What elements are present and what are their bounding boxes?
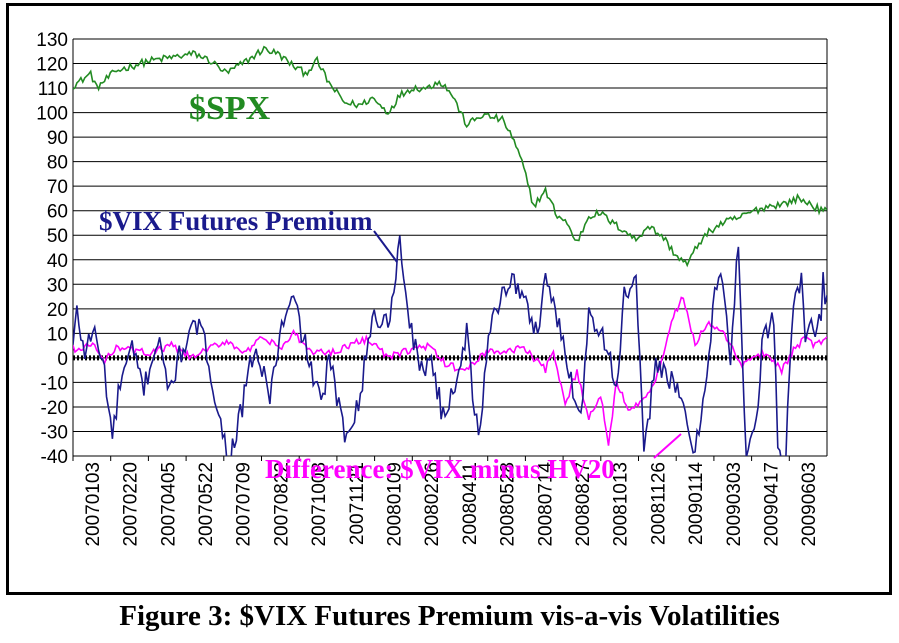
- x-tick-label: 20070103: [83, 462, 104, 547]
- y-tick-label: 40: [47, 251, 68, 272]
- x-tick-label: 20071008: [309, 462, 330, 547]
- x-tick-label: 20080411: [460, 462, 481, 545]
- y-tick-label: -10: [41, 373, 68, 394]
- series-line-spx: [73, 45, 827, 268]
- y-tick-label: 10: [47, 324, 68, 345]
- x-tick-label: 20071121: [347, 462, 368, 545]
- y-tick-label: 0: [57, 349, 68, 370]
- y-tick-label: 80: [47, 153, 68, 174]
- y-tick-label: 110: [38, 79, 68, 100]
- y-tick-label: 100: [36, 104, 68, 125]
- x-tick-label: 20080714: [535, 462, 556, 547]
- series-line-vix-futures-premium: [73, 235, 827, 456]
- y-tick-label: 50: [47, 226, 68, 247]
- x-tick-label: 20080109: [384, 462, 405, 547]
- x-tick-label: 20090114: [686, 462, 707, 546]
- x-tick-label: 20080226: [422, 462, 443, 547]
- y-tick-label: 90: [47, 128, 68, 149]
- x-tick-label: 20090603: [799, 462, 820, 547]
- y-tick-label: 120: [36, 55, 68, 76]
- y-tick-label: -40: [41, 447, 68, 468]
- annotation-vix-premium-leader: [373, 230, 398, 263]
- y-tick-label: 130: [36, 30, 68, 51]
- y-tick-label: -20: [41, 398, 68, 419]
- x-tick-label: 20090417: [761, 462, 782, 547]
- x-tick-label: 20070709: [234, 462, 255, 547]
- series-line-difference-vix-minus-hv20: [73, 296, 827, 446]
- y-tick-label: 20: [47, 300, 68, 321]
- y-tick-label: 30: [47, 275, 68, 296]
- x-tick-label: 20090303: [724, 462, 745, 547]
- chart-frame: -40 -30 -20 -10 0 10 20 30 40 50 60 70 80 90 100 110 120…: [6, 3, 892, 595]
- x-tick-label: 20070522: [196, 462, 217, 547]
- annotation-difference-leader: [653, 433, 682, 459]
- x-tick-label: 20080528: [498, 462, 519, 547]
- x-tick-label: 20081013: [611, 462, 632, 547]
- chart-plot: -40 -30 -20 -10 0 10 20 30 40 50 60 70 80 90 100 110 120…: [36, 30, 828, 547]
- y-tick-label: -30: [41, 422, 68, 443]
- x-tick-label: 20081126: [648, 462, 669, 545]
- x-tick-label: 20070220: [121, 462, 142, 547]
- x-tick-label: 20080827: [573, 462, 594, 547]
- annotation-vix-premium-label: $VIX Futures Premium: [99, 206, 373, 236]
- y-tick-label: 70: [47, 177, 68, 198]
- x-tick-label: 20070822: [271, 462, 292, 547]
- annotation-difference-label: Difference: $VIX minus HV20: [265, 454, 615, 484]
- x-tick-label: 20070405: [158, 462, 179, 547]
- figure-caption: Figure 3: $VIX Futures Premium vis-a-vis…: [119, 600, 780, 632]
- y-tick-label: 60: [47, 202, 68, 223]
- annotation-spx-label: $SPX: [189, 90, 271, 127]
